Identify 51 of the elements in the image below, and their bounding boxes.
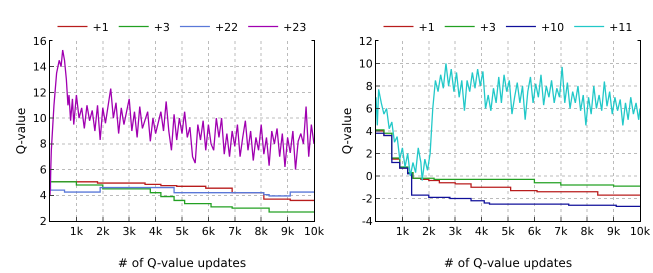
- x-axis-title: # of Q-value updates: [118, 256, 246, 270]
- y-axis-title: Q-value: [14, 108, 28, 154]
- y-tick-label: 4: [40, 189, 47, 202]
- legend-label: +11: [609, 20, 632, 34]
- x-tick-label: 7k: [228, 225, 242, 238]
- x-tick-label: 9k: [280, 225, 295, 238]
- x-tick-label: 10k: [630, 225, 651, 238]
- y-tick-label: 16: [32, 34, 47, 48]
- x-tick-label: 5k: [175, 225, 190, 238]
- y-tick-label: 14: [32, 60, 47, 74]
- x-tick-label: 6k: [528, 225, 542, 238]
- y-tick-label: 8: [366, 80, 373, 93]
- x-tick-label: 10k: [304, 225, 325, 238]
- x-tick-label: 6k: [202, 225, 216, 238]
- x-tick-label: 2k: [96, 225, 110, 238]
- y-tick-label: 6: [366, 102, 373, 116]
- x-tick-label: 4k: [474, 225, 489, 238]
- x-tick-label: 5k: [501, 225, 516, 238]
- y-tick-label: 2: [40, 214, 47, 228]
- x-tick-label: 3k: [122, 225, 137, 238]
- y-tick-label: 10: [358, 57, 373, 70]
- x-tick-label: 2k: [422, 225, 436, 238]
- y-tick-label: 12: [32, 86, 47, 100]
- y-tick-label: 6: [40, 163, 47, 176]
- legend-label: +10: [540, 20, 564, 34]
- x-axis-title: # of Q-value updates: [444, 256, 572, 270]
- line-series: [50, 49, 314, 196]
- x-tick-label: 1k: [396, 225, 410, 238]
- x-tick-label: 8k: [254, 225, 269, 238]
- y-tick-label: 10: [32, 112, 47, 125]
- y-tick-label: -2: [362, 192, 373, 206]
- x-tick-label: 7k: [554, 225, 568, 238]
- legend-label: +3: [480, 20, 496, 34]
- y-tick-label: 2: [366, 147, 373, 160]
- legend-label: +23: [283, 20, 306, 34]
- y-tick-label: 12: [358, 34, 373, 48]
- y-axis-title: Q-value: [340, 108, 354, 154]
- x-tick-label: 1k: [70, 225, 84, 238]
- x-tick-label: 8k: [580, 225, 595, 238]
- x-tick-label: 4k: [148, 225, 163, 238]
- x-tick-label: 3k: [448, 225, 463, 238]
- legend-label: +22: [214, 20, 238, 34]
- y-tick-label: 8: [40, 138, 47, 151]
- y-tick-label: -4: [362, 214, 373, 228]
- x-tick-label: 9k: [606, 225, 621, 238]
- y-tick-label: 0: [366, 170, 373, 183]
- line-series: [376, 62, 640, 182]
- y-tick-label: 4: [366, 124, 373, 138]
- legend-label: +1: [92, 20, 109, 34]
- legend-label: +3: [154, 20, 170, 34]
- legend-label: +1: [418, 20, 435, 34]
